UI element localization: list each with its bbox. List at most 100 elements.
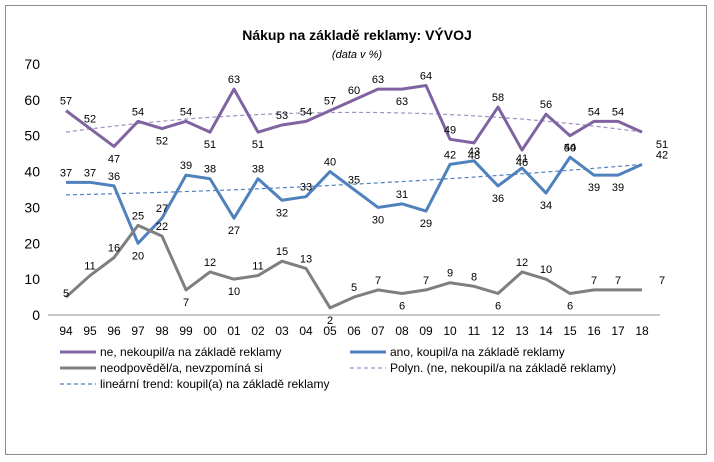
data-label: 25: [132, 210, 144, 222]
x-tick-label: 99: [179, 324, 193, 338]
legend-label-1: ne, nekoupil/a na základě reklamy: [100, 345, 281, 359]
data-label: 36: [108, 171, 120, 183]
data-label: 6: [495, 300, 501, 312]
x-tick-label: 17: [611, 324, 625, 338]
data-label: 53: [276, 110, 288, 122]
data-label: 33: [300, 182, 312, 194]
data-label: 37: [84, 167, 96, 179]
data-label: 54: [300, 106, 312, 118]
series-line-1: [65, 84, 643, 152]
x-tick-label: 94: [59, 324, 73, 338]
data-label: 44: [564, 142, 576, 154]
data-label: 9: [447, 268, 453, 280]
data-label: 46: [516, 157, 528, 169]
data-label: 52: [156, 136, 168, 148]
x-tick-label: 11: [468, 324, 481, 338]
x-tick-label: 98: [155, 324, 169, 338]
data-label: 35: [348, 175, 360, 187]
x-tick-label: 14: [539, 324, 553, 338]
data-label: 51: [656, 139, 668, 151]
series-line-3: [64, 223, 642, 310]
data-label: 6: [399, 300, 405, 312]
data-label: 52: [84, 114, 96, 126]
y-tick-label: 60: [24, 92, 40, 108]
chart-title: Nákup na základě reklamy: VÝVOJ: [242, 26, 472, 43]
data-label: 51: [204, 139, 216, 151]
data-label: 39: [612, 182, 624, 194]
data-label: 57: [60, 96, 72, 108]
data-label: 7: [615, 275, 621, 287]
x-tick-label: 13: [515, 324, 529, 338]
x-tick-label: 08: [395, 324, 409, 338]
data-label: 63: [396, 96, 408, 108]
data-label: 36: [492, 193, 504, 205]
y-tick-label: 30: [24, 199, 40, 215]
x-tick-label: 02: [251, 324, 265, 338]
trendline-2: [65, 163, 643, 196]
data-label: 10: [540, 264, 552, 276]
data-label: 31: [396, 189, 408, 201]
data-label: 2: [327, 315, 333, 327]
data-label: 51: [252, 139, 264, 151]
data-label: 5: [351, 282, 357, 294]
data-label: 41: [516, 153, 528, 165]
legend-label-3: neodpověděl/a, nevzpomíná si: [100, 361, 263, 375]
data-label: 5: [63, 288, 69, 300]
legend-label-4: Polyn. (ne, nekoupil/a na základě reklam…: [390, 361, 616, 375]
y-tick-label: 40: [24, 164, 40, 180]
chart-subtitle: (data v %): [332, 49, 382, 61]
data-label: 57: [324, 96, 336, 108]
data-label: 47: [108, 153, 120, 165]
data-label: 37: [60, 167, 72, 179]
data-label: 42: [444, 149, 456, 161]
y-tick-label: 10: [24, 271, 40, 287]
data-label: 49: [444, 124, 456, 136]
x-tick-label: 03: [275, 324, 289, 338]
data-label: 7: [183, 297, 189, 309]
legend-label-5: lineární trend: koupil(a) na základě rek…: [100, 377, 329, 391]
x-tick-label: 09: [419, 324, 433, 338]
data-label: 12: [516, 257, 528, 269]
data-label: 15: [276, 246, 288, 258]
data-label: 54: [588, 106, 600, 118]
x-tick-label: 05: [323, 324, 337, 338]
data-label: 54: [612, 106, 624, 118]
data-label: 30: [372, 214, 384, 226]
data-label: 58: [492, 92, 504, 104]
data-label: 7: [659, 275, 665, 287]
data-label: 11: [252, 261, 263, 273]
data-label: 12: [204, 257, 216, 269]
y-tick-label: 50: [24, 128, 40, 144]
x-tick-label: 96: [107, 324, 121, 338]
data-label: 27: [228, 225, 240, 237]
data-label: 7: [591, 275, 597, 287]
data-label: 63: [372, 74, 384, 86]
x-tick-label: 95: [83, 324, 97, 338]
data-label: 7: [423, 275, 429, 287]
data-label: 39: [180, 160, 192, 172]
legend: ne, nekoupil/a na základě reklamy ano, ko…: [60, 345, 616, 391]
data-label: 63: [228, 74, 240, 86]
data-label: 7: [375, 275, 381, 287]
data-label: 8: [471, 271, 477, 283]
data-label: 38: [252, 164, 264, 176]
data-label: 38: [204, 164, 216, 176]
data-label: 13: [300, 253, 312, 265]
y-tick-label: 0: [32, 307, 40, 323]
x-tick-label: 07: [371, 324, 385, 338]
data-label: 29: [420, 218, 432, 230]
data-label: 22: [156, 221, 168, 233]
y-tick-label: 20: [24, 235, 40, 251]
chart-frame: [5, 5, 707, 455]
data-label: 54: [132, 106, 144, 118]
data-label: 39: [588, 182, 600, 194]
data-label: 43: [468, 146, 480, 158]
x-tick-label: 06: [347, 324, 361, 338]
data-label: 27: [156, 203, 168, 215]
data-label: 50: [564, 143, 576, 155]
data-label: 16: [108, 243, 120, 255]
x-tick-label: 18: [635, 324, 649, 338]
